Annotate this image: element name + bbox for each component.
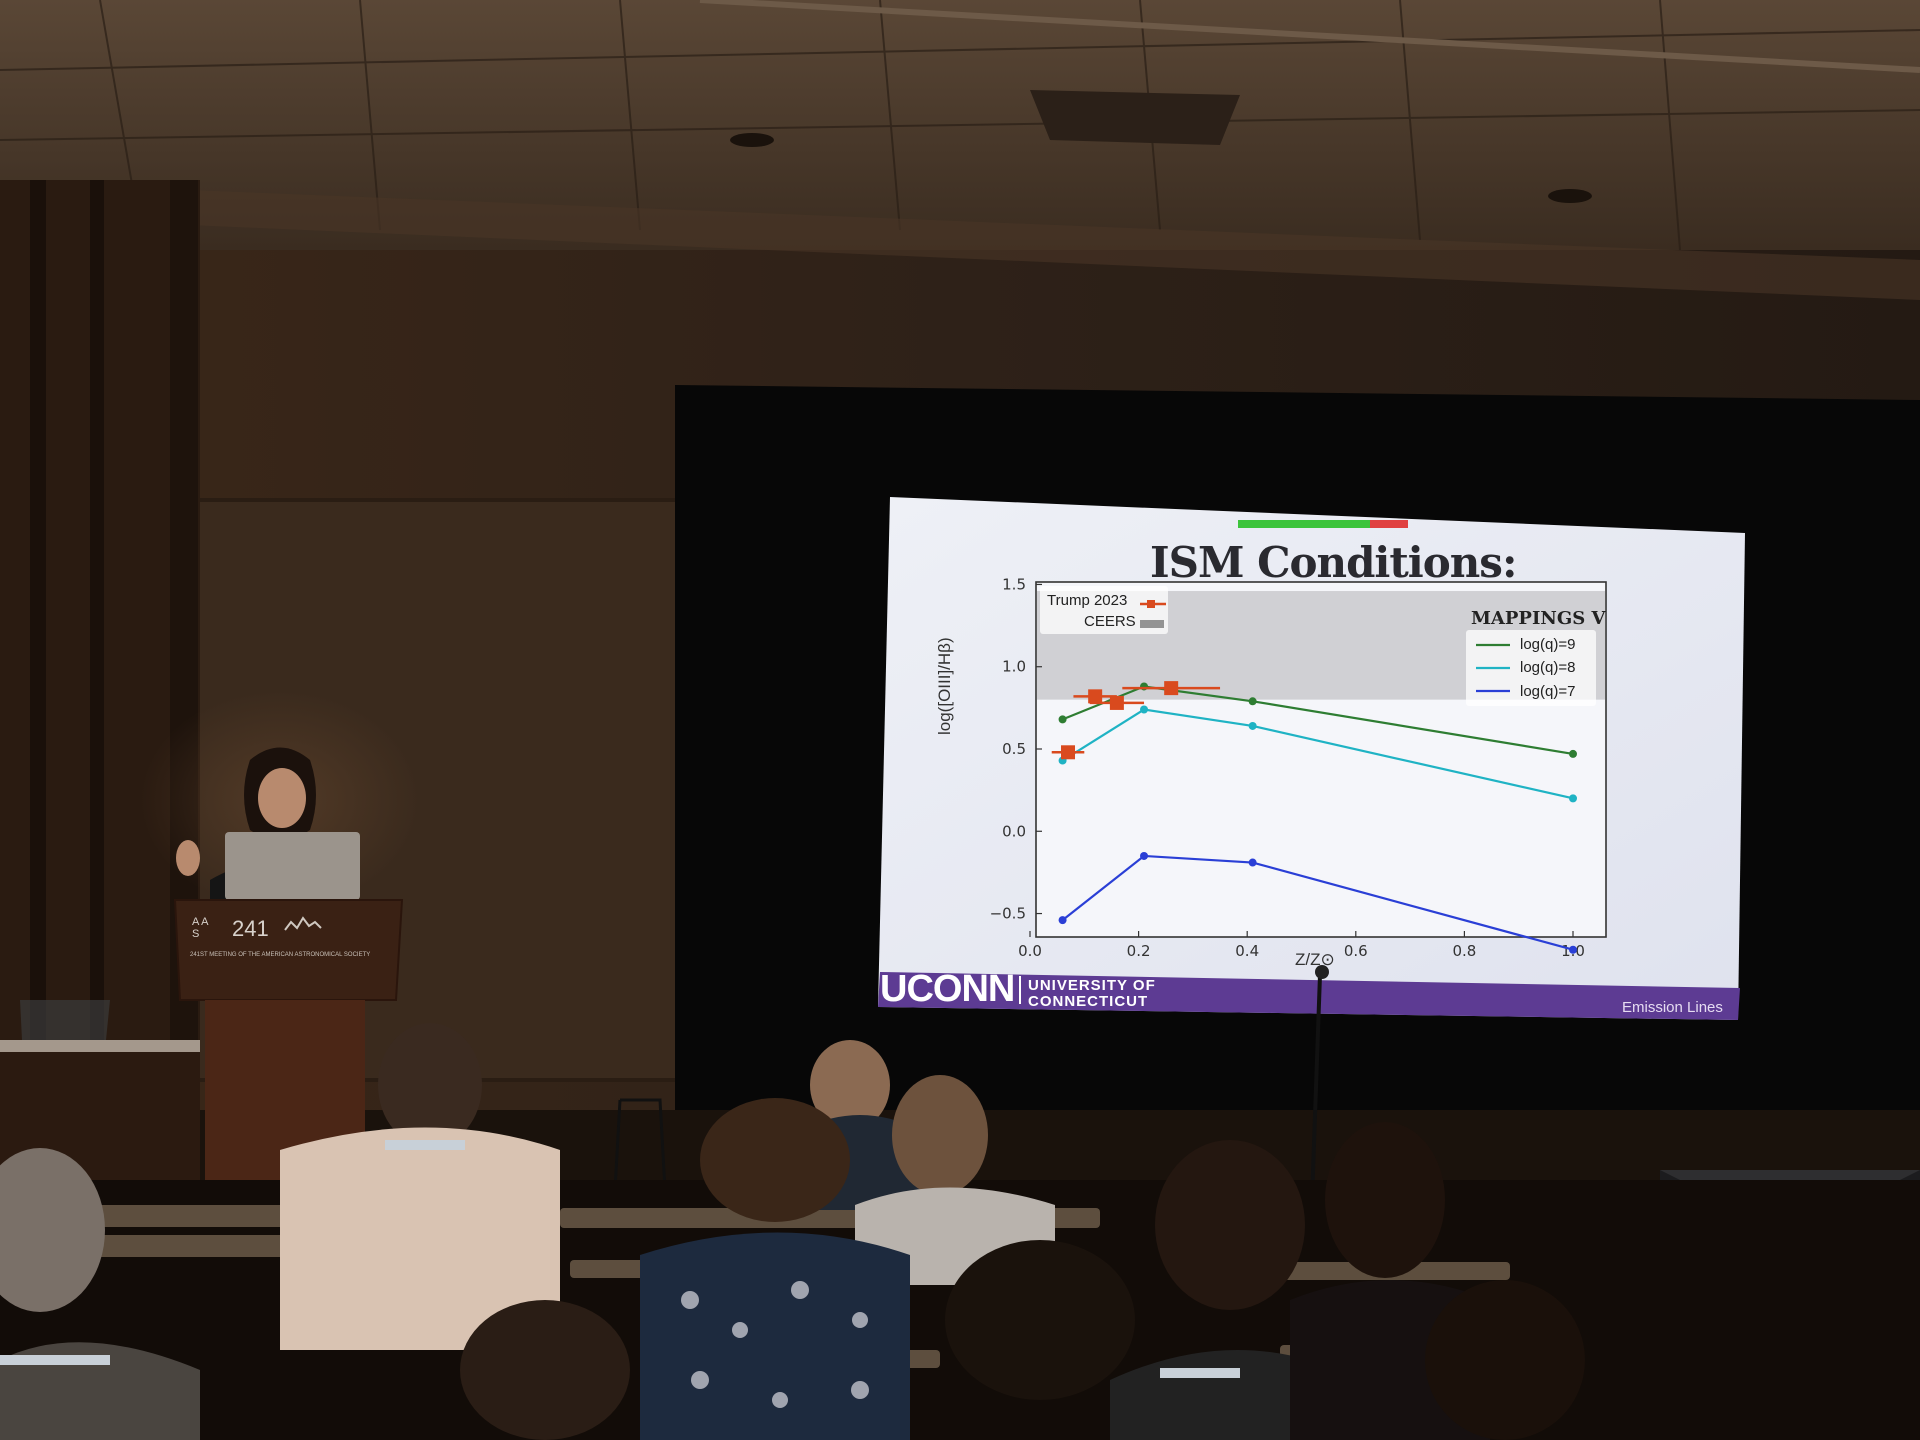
- series-line: [1061, 854, 1574, 951]
- y-tick-label: 0.0: [1002, 822, 1026, 840]
- university-name-line: CONNECTICUT: [1028, 993, 1149, 1010]
- wall-trim: [190, 190, 1920, 300]
- series-point: [1058, 715, 1067, 724]
- legend-box-observations: [1040, 586, 1168, 634]
- wall-pillar: [30, 180, 46, 1040]
- zoom-bar-stop: [1370, 520, 1408, 528]
- x-tick-label: 0.0: [1018, 942, 1042, 960]
- x-tick-label: 0.6: [1344, 942, 1368, 960]
- tablecloth: [0, 1040, 200, 1052]
- chart: 0.00.20.40.60.81.0−0.50.00.51.01.5: [990, 575, 1605, 960]
- legend-title: MAPPINGS V: [1471, 608, 1606, 629]
- x-tick-label: 0.2: [1127, 942, 1151, 960]
- series-point: [1569, 794, 1577, 803]
- observation-marker: [1088, 689, 1103, 704]
- series-line: [1061, 708, 1574, 800]
- wall-pillar: [90, 180, 104, 1040]
- observation-marker: [1164, 681, 1179, 696]
- projector-top: [1660, 1170, 1920, 1180]
- y-tick-label: 1.5: [1002, 575, 1026, 593]
- x-tick-label: 0.8: [1452, 942, 1476, 960]
- y-tick-label: −0.5: [990, 905, 1026, 923]
- legend-label-series: log(q)=8: [1520, 659, 1576, 676]
- slide-section-label: Emission Lines: [1622, 999, 1723, 1016]
- y-tick-label: 0.5: [1002, 740, 1026, 758]
- meeting-number: 241: [232, 916, 269, 941]
- slide-footer-bar: [878, 972, 1740, 1020]
- observation-marker: [1109, 695, 1124, 710]
- ceiling-light: [730, 133, 774, 147]
- microphone: [1315, 965, 1329, 979]
- series-point: [1248, 697, 1257, 706]
- x-tick-label: 0.4: [1235, 942, 1259, 960]
- series-point: [1058, 916, 1067, 925]
- legend-label-band: CEERS: [1084, 613, 1136, 630]
- legend-label-series: log(q)=7: [1520, 683, 1576, 700]
- series-point: [1248, 858, 1257, 867]
- meeting-caption: 241ST MEETING OF THE AMERICAN ASTRONOMIC…: [190, 952, 371, 958]
- laptop: [225, 832, 360, 900]
- zoom-bar: [1238, 520, 1408, 528]
- y-axis-label: log([OIII]/Hβ): [935, 637, 954, 735]
- x-axis-label: Z/Z⊙: [1295, 950, 1335, 969]
- legend-swatch-band: [1140, 620, 1164, 628]
- chair-back: [20, 1000, 110, 1040]
- audience: [0, 1023, 1585, 1440]
- ceiling-beam: [699, 0, 1920, 73]
- university-name-line: UNIVERSITY OF: [1028, 977, 1156, 994]
- series-point: [1140, 705, 1149, 714]
- legend-box-series: [1466, 630, 1596, 706]
- y-tick-label: 1.0: [1002, 658, 1026, 676]
- observation-marker: [1061, 745, 1076, 760]
- slide-title: ISM Conditions:: [1150, 538, 1517, 587]
- skyline-icon: [284, 916, 322, 931]
- uconn-logo: UCONN: [880, 968, 1015, 1010]
- podium-top: [173, 899, 404, 1001]
- ceiling-vent: [1030, 90, 1240, 145]
- series-point: [1569, 945, 1577, 954]
- aas-logo: A A S: [192, 916, 209, 940]
- legend-swatch-observations: [1147, 600, 1155, 608]
- speaker-face: [258, 768, 306, 828]
- legend-label-observations: Trump 2023: [1047, 592, 1128, 609]
- series-point: [1569, 749, 1577, 758]
- series-point: [1248, 721, 1257, 730]
- speaker-hand: [176, 840, 200, 876]
- legend-label-series: log(q)=9: [1520, 636, 1576, 653]
- mic-stand: [1310, 974, 1322, 1201]
- series-point: [1140, 851, 1149, 860]
- ceiling-light: [1548, 189, 1592, 203]
